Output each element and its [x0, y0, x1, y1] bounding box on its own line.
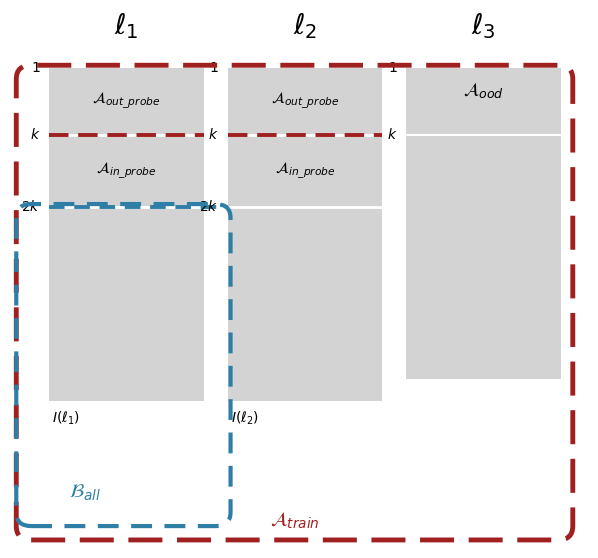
- Bar: [228, 68, 382, 401]
- Text: $I(\ell_1)$: $I(\ell_1)$: [52, 410, 80, 427]
- Text: $\mathcal{A}_{in\_probe}$: $\mathcal{A}_{in\_probe}$: [96, 161, 157, 181]
- Text: 1: 1: [388, 61, 397, 75]
- Text: $\mathcal{A}_{out\_probe}$: $\mathcal{A}_{out\_probe}$: [92, 92, 161, 112]
- Text: 1: 1: [210, 61, 219, 75]
- Text: 1: 1: [31, 61, 40, 75]
- Text: $\mathcal{A}_{train}$: $\mathcal{A}_{train}$: [270, 511, 319, 531]
- Text: $\ell_1$: $\ell_1$: [114, 12, 139, 41]
- Text: $\mathcal{B}_{all}$: $\mathcal{B}_{all}$: [69, 483, 101, 503]
- Bar: [406, 68, 561, 379]
- Text: $I(\ell_2)$: $I(\ell_2)$: [231, 410, 258, 427]
- Text: $\mathcal{A}_{out\_probe}$: $\mathcal{A}_{out\_probe}$: [271, 92, 339, 112]
- Text: $\ell_2$: $\ell_2$: [293, 12, 317, 41]
- Text: $2k$: $2k$: [21, 199, 40, 214]
- Text: $k$: $k$: [387, 127, 397, 142]
- Text: $k$: $k$: [208, 127, 219, 142]
- Text: $\ell_3$: $\ell_3$: [471, 12, 496, 41]
- Text: $\mathcal{A}_{in\_probe}$: $\mathcal{A}_{in\_probe}$: [274, 161, 335, 181]
- Text: $k$: $k$: [29, 127, 40, 142]
- Text: $\mathcal{A}_{ood}$: $\mathcal{A}_{ood}$: [463, 81, 504, 100]
- Text: $2k$: $2k$: [199, 199, 219, 214]
- Bar: [49, 68, 204, 401]
